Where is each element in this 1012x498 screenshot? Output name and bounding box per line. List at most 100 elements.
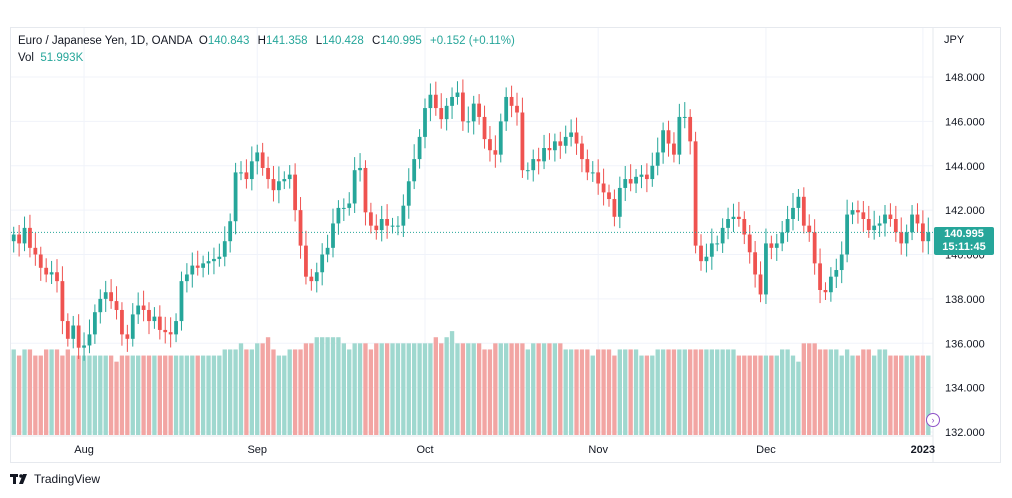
volume-bar [909,355,915,435]
candle-body [601,183,606,193]
volume-bar [54,349,60,435]
candle-body [152,316,157,322]
candle-body [769,243,774,248]
volume-bar [330,337,336,435]
candle-body [861,212,866,219]
candle-body [845,214,850,255]
candle-body [915,214,920,224]
volume-bar [758,355,763,435]
candle-body [423,108,427,137]
close-value: 140.995 [380,35,422,47]
candle-body [65,321,70,339]
candle-body [38,254,43,268]
volume-bar [265,337,271,435]
candle-body [688,116,693,142]
volume-bar [866,349,871,435]
candle-body [184,274,189,282]
candle-body [807,225,812,233]
volume-value: 51.993K [40,52,84,64]
candle-body [450,96,454,106]
candle-body [49,272,54,275]
volume-bar [736,355,742,435]
volume-bar [817,349,823,435]
candle-body [709,243,714,257]
candle-body [677,116,682,155]
volume-bar [823,349,828,435]
volume-bar [623,349,628,435]
candle-body [877,223,882,226]
price-tick-label: 148.000 [945,72,985,84]
volume-bar [412,343,417,435]
volume-bar [801,343,806,435]
price-tick-label: 136.000 [945,338,985,350]
volume-bar [644,355,650,435]
candle-body [428,94,433,109]
volume-bar [541,343,547,435]
candle-body [823,290,828,293]
candle-body [239,172,243,174]
volume-bar [850,355,855,435]
volume-bar [628,349,633,435]
volume-bar [633,349,639,435]
volume-bar [639,355,644,435]
open-value: 140.843 [207,35,250,47]
candle-body [747,234,752,253]
volume-bar [579,349,585,435]
volume-bar [568,349,574,435]
candle-body [368,212,373,226]
scroll-to-realtime-icon[interactable]: › [926,413,940,427]
volume-bar [888,355,893,435]
volume-bar [785,349,790,435]
volume-bar [379,343,384,435]
volume-bar [926,355,931,435]
time-axis-label: Aug [74,444,94,456]
volume-bar [184,355,190,435]
candle-body [655,152,660,166]
volume-bar [769,355,774,435]
candle-body [341,207,346,209]
volume-bar [276,355,282,435]
candle-body [157,316,162,330]
volume-bar [855,355,861,435]
volume-bar [460,343,466,435]
candle-body [320,254,325,273]
candle-body [563,136,568,146]
candle-body [477,103,482,117]
candle-body [417,136,422,160]
candle-body [482,116,487,140]
candle-body [617,187,622,217]
candle-body [883,214,887,224]
candle-body [76,325,81,348]
volume-bar [49,349,54,435]
candle-body [466,121,471,123]
volume-bar [585,349,590,435]
volume-bar [130,355,135,435]
volume-bar [531,343,536,435]
volume-bar [228,349,233,435]
candle-body [141,305,146,310]
candle-body [460,92,465,122]
candle-body [704,256,709,262]
tradingview-brand[interactable]: TradingView [10,472,100,486]
candle-body [352,170,357,204]
candle-body [271,179,276,191]
volume-bar [536,343,541,435]
volume-bar [774,355,779,435]
candle-body [201,263,206,268]
volume-bar [834,349,839,435]
candle-body [92,312,97,335]
candle-body [222,241,227,257]
volume-bar [22,349,27,435]
candle-body [536,159,541,162]
volume-bar [796,361,801,435]
candle-body [899,232,904,244]
volume-bar [341,343,346,435]
candle-body [531,159,536,171]
candle-body [212,258,216,262]
candle-body [255,152,260,162]
volume-bar [698,349,704,435]
volume-bar [406,343,411,435]
volume-bar [504,343,509,435]
candle-body [699,245,703,262]
